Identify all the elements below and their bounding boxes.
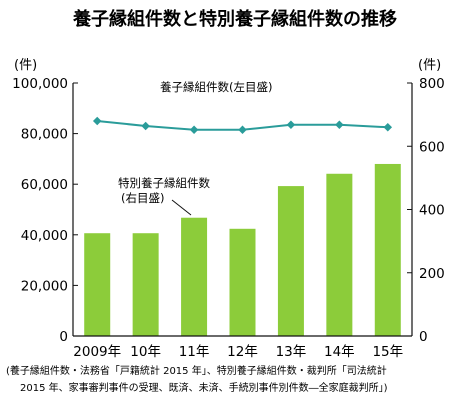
bar-4 xyxy=(277,186,304,336)
bar-series-label-line1: 特別養子縁組件数 xyxy=(118,176,210,190)
bar-6 xyxy=(374,163,401,336)
chart-title: 養子縁組件数と特別養子縁組件数の推移 xyxy=(72,8,397,30)
bar-label-leader xyxy=(171,199,192,216)
line-series-label: 養子縁組件数(左目盛) xyxy=(160,80,272,94)
x-tick-label-1: 10年 xyxy=(130,344,161,360)
x-tick-label-3: 12年 xyxy=(227,344,258,360)
source-note-line1: (養子縁組件数・法務省「戸籍統計 2015 年」、特別養子縁組件数・裁判所「司法… xyxy=(6,364,387,377)
source-note-line2: 2015 年、家事審判事件の受理、既済、未済、手続別事件別件数―全家庭裁判所」) xyxy=(20,381,388,394)
line-point-5 xyxy=(335,120,344,129)
x-tick-label-4: 13年 xyxy=(276,344,307,360)
right-tick-label-0: 0 xyxy=(419,329,428,345)
right-tick-label-2: 400 xyxy=(419,203,445,219)
line-point-3 xyxy=(238,125,247,135)
line-point-4 xyxy=(286,120,296,129)
left-tick-label-5: 100,000 xyxy=(12,76,68,92)
bar-series-label-line2: (右目盛) xyxy=(121,191,164,205)
bar-1 xyxy=(132,233,159,336)
line-point-6 xyxy=(383,123,393,132)
left-tick-label-1: 20,000 xyxy=(21,278,68,294)
line-point-2 xyxy=(189,125,199,135)
line-point-0 xyxy=(92,116,102,126)
x-tick-label-2: 11年 xyxy=(179,344,210,360)
x-tick-label-5: 14年 xyxy=(324,344,355,360)
left-axis-unit: (件) xyxy=(14,58,37,73)
bar-3 xyxy=(229,228,256,336)
line-series xyxy=(92,116,393,135)
bar-5 xyxy=(326,173,353,336)
left-tick-label-3: 60,000 xyxy=(21,177,68,193)
left-axis-ticks: 0 20,000 40,000 60,000 80,000 100,000 xyxy=(12,76,78,345)
x-tick-label-0: 2009年 xyxy=(73,344,121,360)
bar-2 xyxy=(181,217,208,336)
bar-series xyxy=(84,163,401,336)
right-tick-label-1: 200 xyxy=(419,266,445,282)
left-tick-label-2: 40,000 xyxy=(21,228,68,244)
x-tick-label-6: 15年 xyxy=(372,344,403,360)
bar-0 xyxy=(84,233,111,336)
left-tick-label-0: 0 xyxy=(59,329,68,345)
right-axis-unit: (件) xyxy=(418,58,441,73)
right-tick-label-4: 800 xyxy=(419,76,445,92)
line-point-1 xyxy=(141,121,150,131)
left-tick-label-4: 80,000 xyxy=(21,127,68,143)
right-axis-ticks: 0 200 400 600 800 xyxy=(407,76,445,345)
x-axis-ticks: 2009年 10年 11年 12年 13年 14年 15年 xyxy=(73,344,403,360)
right-tick-label-3: 600 xyxy=(419,139,445,155)
